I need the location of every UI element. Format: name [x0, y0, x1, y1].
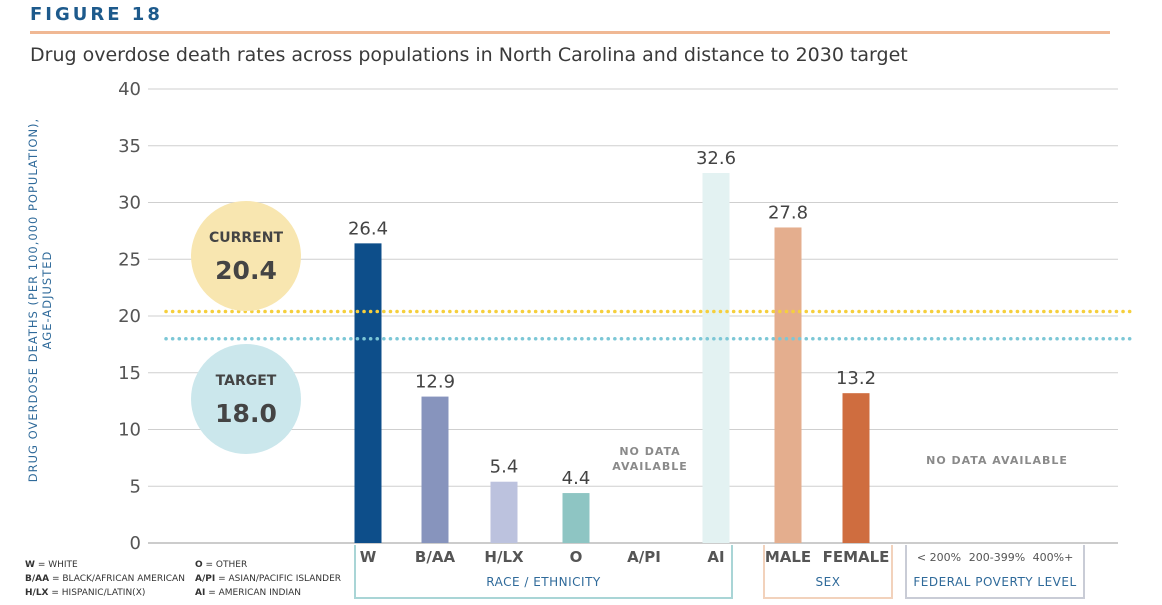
group-bracket [763, 545, 893, 599]
x-tick-label: A/PI [627, 548, 661, 566]
bubble-value: 20.4 [215, 256, 277, 285]
y-tick-label: 30 [118, 193, 141, 214]
x-tick-label: O [570, 548, 583, 566]
legend-item: B/AA = BLACK/AFRICAN AMERICAN [25, 574, 185, 584]
figure-label: FIGURE 18 [30, 4, 163, 25]
bar [421, 396, 449, 543]
y-tick-label: 20 [118, 306, 141, 327]
x-tick-label: < 200% [917, 551, 961, 564]
y-tick-label: 0 [130, 533, 141, 554]
legend-item: AI = AMERICAN INDIAN [195, 588, 302, 598]
x-tick-label: MALE [765, 548, 811, 566]
x-tick-label: 200-399% [969, 551, 1025, 564]
group-label: FEDERAL POVERTY LEVEL [913, 575, 1076, 589]
x-tick-label: FEMALE [823, 548, 890, 566]
y-tick-label: 15 [118, 363, 141, 384]
group-label: RACE / ETHNICITY [486, 575, 601, 589]
bar-value-label: 12.9 [415, 372, 455, 393]
y-tick-label: 5 [130, 476, 141, 497]
bar [562, 493, 590, 543]
bubble-current [191, 201, 301, 311]
x-tick-label: W [360, 548, 377, 566]
header-rule [30, 31, 1110, 34]
legend-item: O = OTHER [195, 560, 248, 570]
no-data-note: NO DATA [619, 445, 680, 458]
group-bracket [905, 545, 1085, 599]
bar [702, 172, 730, 544]
bar-value-label: 4.4 [562, 468, 591, 489]
bar [774, 227, 802, 543]
x-tick-label: B/AA [415, 548, 456, 566]
legend-item: H/LX = HISPANIC/LATIN(X) [25, 588, 146, 598]
y-tick-label: 10 [118, 420, 141, 441]
y-tick-label: 35 [118, 136, 141, 157]
legend-left: W = WHITE B/AA = BLACK/AFRICAN AMERICAN … [25, 558, 185, 600]
bubble-title: TARGET [216, 373, 277, 389]
group-label: SEX [816, 575, 841, 589]
no-data-note: AVAILABLE [612, 460, 688, 473]
legend-item: A/PI = ASIAN/PACIFIC ISLANDER [195, 574, 342, 584]
bar-value-label: 32.6 [696, 148, 736, 169]
y-tick-label: 25 [118, 249, 141, 270]
bar [842, 393, 870, 543]
chart-title: Drug overdose death rates across populat… [30, 44, 908, 66]
bar [490, 481, 518, 543]
legend-item: W = WHITE [25, 560, 78, 570]
bubble-title: CURRENT [209, 230, 283, 246]
bar-value-label: 26.4 [348, 218, 388, 239]
legend-right: O = OTHER A/PI = ASIAN/PACIFIC ISLANDER … [195, 558, 341, 600]
bubble-value: 18.0 [215, 399, 277, 428]
bar-value-label: 27.8 [768, 202, 808, 223]
x-tick-label: AI [707, 548, 724, 566]
x-tick-label: H/LX [484, 548, 524, 566]
x-tick-label: 400%+ [1033, 551, 1074, 564]
no-data-note: NO DATA AVAILABLE [926, 454, 1068, 467]
bar [354, 243, 382, 544]
bar-value-label: 5.4 [490, 457, 519, 478]
bar-value-label: 13.2 [836, 368, 876, 389]
y-tick-label: 40 [118, 79, 141, 100]
bubble-target [191, 344, 301, 454]
group-bracket [354, 545, 733, 599]
